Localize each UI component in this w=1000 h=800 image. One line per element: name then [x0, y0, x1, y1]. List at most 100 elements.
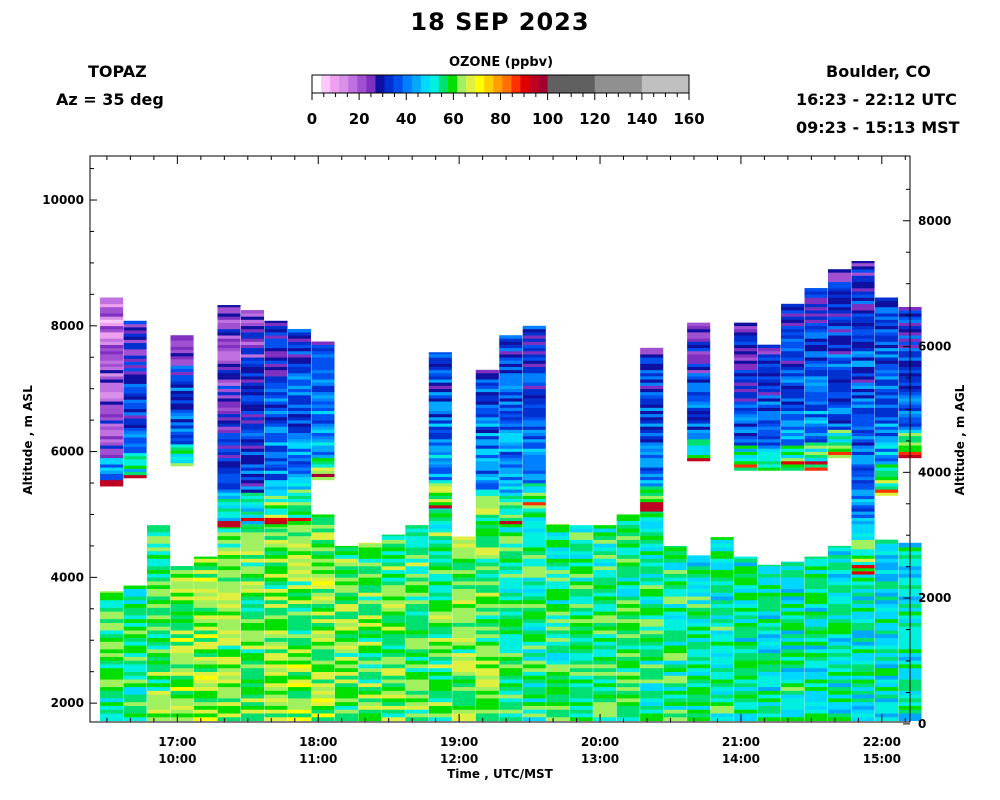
heatmap-cell [569, 547, 593, 552]
heatmap-cell [687, 407, 711, 411]
heatmap-cell [240, 341, 265, 345]
heatmap-cell [287, 350, 312, 355]
heatmap-cell [405, 652, 429, 657]
heatmap-cell [287, 581, 312, 586]
heatmap-cell [311, 637, 335, 642]
heatmap-cell [100, 404, 124, 408]
heatmap-cell [287, 709, 312, 714]
heatmap-cell [804, 671, 828, 676]
heatmap-cell [522, 376, 546, 380]
heatmap-cell [147, 569, 171, 574]
heatmap-cell [475, 398, 499, 402]
heatmap-cell [687, 416, 711, 421]
heatmap-cell [100, 457, 124, 462]
heatmap-cell [874, 686, 899, 691]
heatmap-cell [217, 305, 241, 308]
heatmap-cell [405, 701, 429, 706]
heatmap-cell [428, 439, 452, 443]
heatmap-cell [334, 641, 358, 646]
heatmap-cell [687, 713, 711, 718]
heatmap-cell [851, 542, 875, 547]
heatmap-cell [781, 404, 805, 408]
heatmap-cell [428, 535, 452, 540]
heatmap-cell [851, 322, 875, 327]
heatmap-cell [405, 694, 429, 699]
heatmap-cell [522, 369, 546, 374]
heatmap-cell [851, 467, 875, 471]
heatmap-cell [264, 435, 288, 440]
heatmap-cell [123, 430, 147, 435]
heatmap-cell [710, 716, 734, 722]
heatmap-cell [358, 652, 382, 657]
heatmap-cell [123, 705, 147, 710]
heatmap-cell [757, 464, 781, 468]
heatmap-cell [687, 341, 711, 345]
heatmap-cell [311, 366, 335, 371]
heatmap-cell [193, 558, 218, 563]
heatmap-cell [475, 420, 499, 424]
heatmap-cell [123, 361, 147, 366]
heatmap-cell [428, 652, 452, 657]
heatmap-cell [710, 698, 734, 703]
heatmap-cell [217, 701, 241, 706]
heatmap-cell [710, 641, 734, 646]
heatmap-cell [781, 652, 805, 657]
heatmap-cell [287, 667, 312, 672]
heatmap-cell [452, 675, 476, 680]
heatmap-cell [452, 649, 476, 654]
heatmap-cell [828, 291, 852, 295]
heatmap-cell [522, 325, 546, 330]
heatmap-cell [170, 352, 194, 357]
heatmap-cell [405, 633, 429, 639]
heatmap-cell [358, 709, 382, 714]
heatmap-cell [804, 584, 828, 589]
heatmap-cell [828, 667, 852, 672]
heatmap [100, 261, 922, 722]
heatmap-cell [240, 322, 265, 327]
heatmap-cell [193, 671, 218, 676]
heatmap-cell [452, 592, 476, 597]
heatmap-cell [663, 701, 687, 706]
heatmap-cell [147, 698, 171, 703]
heatmap-cell [874, 316, 899, 320]
heatmap-cell [851, 291, 875, 295]
heatmap-cell [193, 599, 218, 605]
heatmap-cell [546, 705, 570, 710]
heatmap-cell [874, 637, 899, 642]
heatmap-cell [499, 566, 523, 571]
heatmap-cell [757, 394, 781, 399]
heatmap-cell [522, 385, 546, 389]
heatmap-cell [499, 508, 523, 512]
heatmap-cell [428, 394, 452, 399]
heatmap-cell [757, 596, 781, 601]
heatmap-cell [851, 709, 875, 714]
heatmap-cell [287, 630, 312, 635]
heatmap-cell [217, 569, 241, 574]
heatmap-cell [311, 394, 335, 399]
heatmap-cell [569, 694, 593, 699]
heatmap-cell [123, 440, 147, 444]
heatmap-cell [100, 366, 124, 371]
heatmap-cell [311, 713, 335, 718]
heatmap-cell [240, 637, 265, 642]
heatmap-cell [147, 539, 171, 544]
heatmap-cell [616, 520, 640, 525]
heatmap-cell [475, 492, 499, 496]
heatmap-cell [170, 349, 194, 354]
heatmap-cell [170, 637, 194, 642]
heatmap-cell [874, 596, 899, 601]
heatmap-cell [804, 372, 828, 377]
heatmap-cell [687, 660, 711, 665]
heatmap-cell [640, 366, 664, 371]
heatmap-cell [170, 592, 194, 597]
heatmap-cell [522, 338, 546, 342]
heatmap-cell [240, 679, 265, 684]
heatmap-cell [710, 701, 734, 706]
heatmap-cell [522, 637, 546, 642]
heatmap-cell [334, 716, 358, 722]
heatmap-cell [287, 660, 312, 665]
heatmap-cell [311, 454, 335, 459]
heatmap-cell [851, 350, 875, 355]
heatmap-cell [240, 357, 265, 361]
